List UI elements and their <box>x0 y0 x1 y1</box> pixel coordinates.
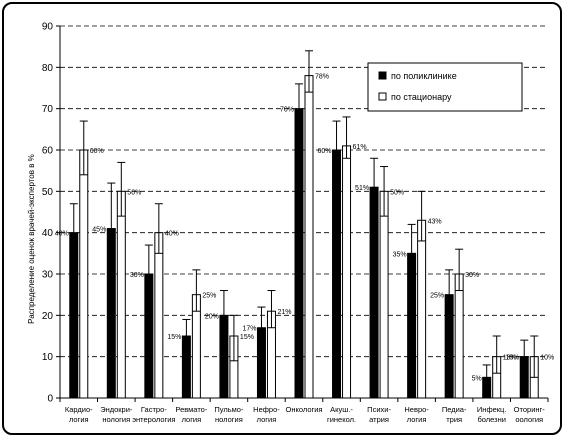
y-tick-label: 70 <box>42 104 54 115</box>
gridlines <box>60 25 548 358</box>
data-label-hospital: 21% <box>277 309 291 316</box>
data-label-polyclinic: 17% <box>242 326 256 333</box>
category-label: Педиа- <box>442 405 467 414</box>
data-labels: 40%60%45%50%30%40%15%25%20%15%17%21%70%7… <box>55 74 554 383</box>
category-label-line2: атрия <box>369 415 389 424</box>
bar-polyclinic <box>444 294 454 399</box>
y-tick-label: 30 <box>42 270 54 281</box>
data-label-hospital: 10% <box>540 355 554 362</box>
category-label: Невро- <box>404 405 429 414</box>
data-label-hospital: 30% <box>465 272 479 279</box>
category-label-line2: энтерология <box>132 415 175 424</box>
data-label-polyclinic: 51% <box>355 185 369 192</box>
error-bars <box>69 50 539 382</box>
bar-hospital <box>342 145 352 399</box>
y-tick-label: 20 <box>42 311 54 322</box>
data-label-hospital: 61% <box>353 144 367 151</box>
bar-polyclinic <box>69 232 79 399</box>
category-label-line2: логия <box>257 415 277 424</box>
y-tick-label: 10 <box>42 352 54 363</box>
bar-hospital <box>379 190 389 399</box>
bar-hospital <box>154 232 164 399</box>
category-label-line2: болезни <box>477 415 505 424</box>
category-label: Психи- <box>367 405 391 414</box>
category-label-line2: гинекол. <box>327 415 356 424</box>
data-label-hospital: 40% <box>165 231 179 238</box>
category-label: Онкология <box>286 405 323 414</box>
legend: по поликлинике по стационару <box>367 62 523 112</box>
category-label: Эндокри- <box>100 405 133 414</box>
data-label-hospital: 43% <box>428 218 442 225</box>
category-label-line2: логия <box>182 415 202 424</box>
category-label-line2: нология <box>215 415 243 424</box>
data-label-polyclinic: 40% <box>55 231 69 238</box>
y-tick-label: 80 <box>42 63 54 74</box>
category-label-line2: оология <box>515 415 543 424</box>
y-tick-label: 0 <box>47 394 53 405</box>
bar-polyclinic <box>519 356 529 399</box>
legend-swatch-hospital <box>378 92 387 101</box>
data-label-polyclinic: 10% <box>505 355 519 362</box>
bar-polyclinic <box>294 108 304 399</box>
data-label-hospital: 15% <box>240 334 254 341</box>
bar-polyclinic <box>144 273 154 399</box>
category-label: Инфекц. <box>477 405 507 414</box>
data-label-polyclinic: 25% <box>430 293 444 300</box>
data-label-polyclinic: 15% <box>167 334 181 341</box>
category-label-line2: логия <box>407 415 427 424</box>
bar-hospital <box>417 219 427 399</box>
category-label: Гастро- <box>141 405 167 414</box>
category-label: Ревмато- <box>175 405 207 414</box>
category-label-line2: логия <box>69 415 89 424</box>
bar-hospital <box>304 75 314 399</box>
data-label-hospital: 10% <box>503 355 517 362</box>
y-tick-label: 40 <box>42 228 54 239</box>
legend-swatch-polyclinic <box>378 71 387 80</box>
y-tick-label: 50 <box>42 187 54 198</box>
axes: 0 10 20 30 40 50 60 70 80 90 <box>42 22 549 405</box>
data-label-hospital: 60% <box>90 148 104 155</box>
data-label-polyclinic: 35% <box>393 251 407 258</box>
y-axis-title: Распределение оценок врачей-экспертов в … <box>27 154 36 324</box>
bar-chart: 0 10 20 30 40 50 60 70 80 90 40% 60% 45% 50% 30% 40% 15… <box>27 22 554 425</box>
data-label-polyclinic: 30% <box>130 272 144 279</box>
legend-label-polyclinic: по поликлинике <box>391 71 457 81</box>
data-label-polyclinic: 70% <box>280 107 294 114</box>
legend-label-hospital: по стационару <box>391 92 452 102</box>
category-label: Акуш.- <box>330 405 353 414</box>
category-label: Нефро- <box>253 405 280 414</box>
y-tick-label: 60 <box>42 146 54 157</box>
bars <box>69 75 539 399</box>
y-tick-label: 90 <box>42 22 54 33</box>
category-label: Пульмо- <box>214 405 244 414</box>
category-labels: Кардио-логия Эндокри-нология Гастро-энтеро… <box>65 405 545 424</box>
category-label: Оторинг- <box>514 405 546 414</box>
category-label: Кардио- <box>65 405 93 414</box>
bar-polyclinic <box>332 149 342 399</box>
data-label-polyclinic: 5% <box>472 375 482 382</box>
data-label-polyclinic: 60% <box>318 148 332 155</box>
bar-polyclinic <box>106 228 116 399</box>
data-label-hospital: 50% <box>390 189 404 196</box>
bar-hospital <box>454 273 464 399</box>
legend-box <box>367 62 523 112</box>
data-label-polyclinic: 45% <box>92 227 106 234</box>
data-label-hospital: 25% <box>202 293 216 300</box>
bar-hospital <box>116 190 126 399</box>
bar-hospital <box>79 149 89 399</box>
data-label-polyclinic: 20% <box>205 313 219 320</box>
category-label-line2: нология <box>102 415 130 424</box>
data-label-hospital: 78% <box>315 74 329 81</box>
bar-polyclinic <box>407 252 417 399</box>
data-label-hospital: 50% <box>127 189 141 196</box>
bar-polyclinic <box>369 186 379 399</box>
category-label-line2: трия <box>446 415 462 424</box>
